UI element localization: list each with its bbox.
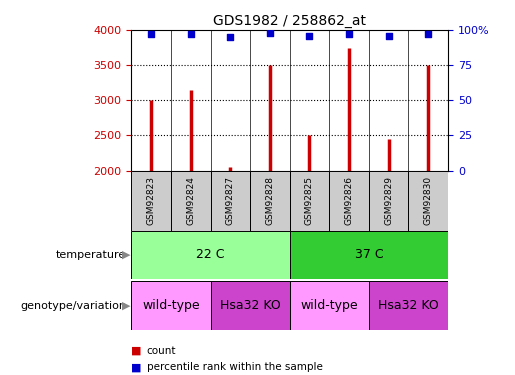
Text: GSM92823: GSM92823: [147, 176, 156, 225]
Point: [226, 34, 234, 40]
Point: [424, 31, 433, 37]
Text: GSM92830: GSM92830: [424, 176, 433, 225]
Point: [186, 31, 195, 37]
Text: 22 C: 22 C: [196, 249, 225, 261]
Text: GSM92826: GSM92826: [345, 176, 354, 225]
Text: 37 C: 37 C: [354, 249, 383, 261]
Text: count: count: [147, 346, 176, 355]
Bar: [131, 231, 289, 279]
Bar: [289, 171, 329, 231]
Text: ▶: ▶: [122, 250, 130, 260]
Text: ▶: ▶: [122, 301, 130, 310]
Text: GSM92824: GSM92824: [186, 176, 195, 225]
Text: GSM92828: GSM92828: [265, 176, 274, 225]
Bar: [131, 281, 211, 330]
Bar: [171, 171, 211, 231]
Bar: [211, 281, 289, 330]
Bar: [250, 171, 289, 231]
Text: Hsa32 KO: Hsa32 KO: [220, 299, 281, 312]
Text: GSM92825: GSM92825: [305, 176, 314, 225]
Text: percentile rank within the sample: percentile rank within the sample: [147, 363, 323, 372]
Bar: [131, 171, 171, 231]
Text: wild-type: wild-type: [300, 299, 358, 312]
Point: [385, 33, 393, 39]
Text: ■: ■: [131, 363, 142, 372]
Title: GDS1982 / 258862_at: GDS1982 / 258862_at: [213, 13, 366, 28]
Point: [266, 30, 274, 36]
Bar: [289, 231, 448, 279]
Bar: [211, 171, 250, 231]
Bar: [369, 281, 448, 330]
Bar: [369, 171, 408, 231]
Point: [345, 31, 353, 37]
Text: genotype/variation: genotype/variation: [20, 301, 126, 310]
Text: ■: ■: [131, 346, 142, 355]
Point: [147, 31, 155, 37]
Bar: [408, 171, 448, 231]
Text: wild-type: wild-type: [142, 299, 200, 312]
Text: GSM92827: GSM92827: [226, 176, 235, 225]
Text: Hsa32 KO: Hsa32 KO: [378, 299, 439, 312]
Point: [305, 33, 314, 39]
Bar: [289, 281, 369, 330]
Bar: [329, 171, 369, 231]
Text: GSM92829: GSM92829: [384, 176, 393, 225]
Text: temperature: temperature: [56, 250, 126, 260]
